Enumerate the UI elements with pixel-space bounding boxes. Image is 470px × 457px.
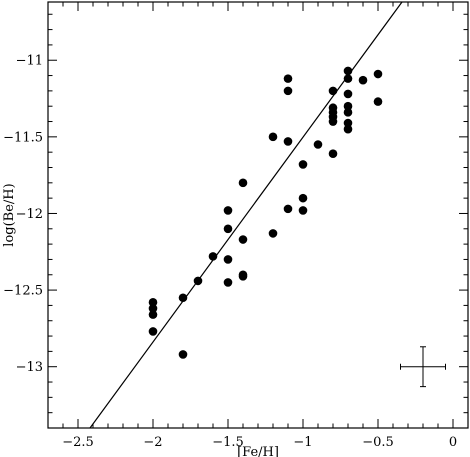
data-point xyxy=(148,304,158,313)
y-axis-label: log(Be/H) xyxy=(2,183,17,246)
data-point xyxy=(358,75,368,85)
data-point xyxy=(193,276,203,286)
data-point xyxy=(223,278,233,287)
data-point xyxy=(148,327,158,336)
data-point xyxy=(148,298,158,307)
data-points xyxy=(148,66,383,359)
data-point xyxy=(373,97,383,106)
data-point xyxy=(223,206,233,215)
y-tick-label: −12 xyxy=(16,207,43,222)
y-tick-label: −11.5 xyxy=(3,130,43,145)
x-tick-label: −2 xyxy=(143,435,162,450)
x-tick-label: −1 xyxy=(293,435,312,450)
data-point xyxy=(283,74,293,83)
data-point xyxy=(238,178,248,188)
data-point xyxy=(313,140,323,149)
data-point xyxy=(283,86,293,96)
data-point xyxy=(223,255,233,264)
data-point xyxy=(298,206,308,215)
axis-ticks xyxy=(47,2,469,429)
data-point xyxy=(268,229,278,238)
plot-frame xyxy=(47,1,469,429)
data-point xyxy=(178,293,188,303)
x-tick-label: −2.5 xyxy=(62,435,94,450)
data-point xyxy=(328,117,338,126)
y-tick-label: −11 xyxy=(16,54,43,69)
y-tick-label: −12.5 xyxy=(3,284,43,299)
data-point xyxy=(223,224,233,234)
fit-line xyxy=(89,1,403,429)
error-bar xyxy=(400,346,446,388)
x-tick-label: −1.5 xyxy=(212,435,244,450)
x-axis-label: [Fe/H] xyxy=(237,445,279,457)
data-point xyxy=(283,137,293,146)
data-point xyxy=(343,118,353,128)
data-point xyxy=(343,89,353,99)
data-point xyxy=(148,310,158,319)
x-tick-label: 0 xyxy=(449,435,457,450)
data-point xyxy=(343,74,353,83)
data-point xyxy=(373,69,383,79)
x-tick-labels: −2.5 −2 −1.5 −1 −0.5 0 xyxy=(62,435,457,450)
data-point xyxy=(238,271,248,281)
data-point xyxy=(343,124,353,134)
data-point xyxy=(268,132,278,142)
x-tick-label: −0.5 xyxy=(362,435,394,450)
data-point xyxy=(238,235,248,244)
data-point xyxy=(208,252,218,261)
data-point xyxy=(298,193,308,203)
y-tick-label: −13 xyxy=(16,360,43,375)
data-point xyxy=(283,204,293,214)
data-point xyxy=(328,86,338,96)
data-point xyxy=(298,160,308,169)
y-tick-labels: −13 −12.5 −12 −11.5 −11 xyxy=(3,54,43,375)
data-point xyxy=(343,66,353,76)
data-point xyxy=(343,108,353,117)
data-point xyxy=(178,350,188,359)
data-point xyxy=(343,101,353,111)
data-point xyxy=(328,149,338,159)
